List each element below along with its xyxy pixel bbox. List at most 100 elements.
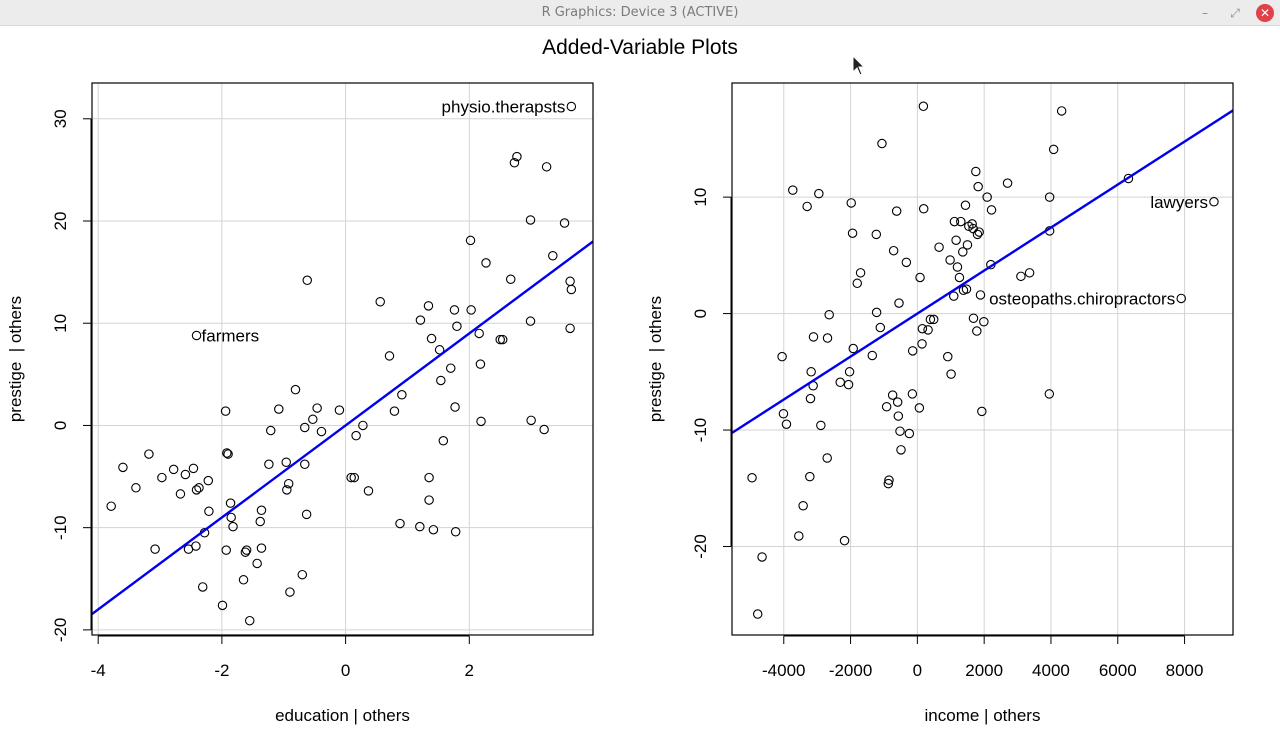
data-point [901, 257, 912, 268]
y-axis-title: prestige | others [646, 296, 665, 422]
data-point [191, 541, 201, 551]
x-tick-label: -4000 [762, 661, 805, 680]
data-point [474, 328, 484, 339]
data-point [395, 518, 405, 529]
data-point [548, 251, 558, 261]
data-point [481, 258, 491, 268]
data-point [867, 350, 878, 361]
data-point [434, 345, 445, 355]
data-point [778, 408, 789, 419]
data-point [822, 453, 832, 463]
data-point [946, 369, 956, 379]
data-point [975, 290, 986, 300]
point-label: farmers [202, 326, 260, 345]
data-point [943, 351, 953, 362]
data-point [956, 216, 966, 227]
data-point [883, 478, 894, 489]
data-point [285, 587, 295, 597]
data-point [891, 206, 902, 216]
data-point [191, 485, 202, 495]
data-point [1056, 106, 1067, 116]
data-point [928, 314, 939, 325]
data-point [290, 384, 301, 395]
data-point [986, 205, 997, 215]
data-point [241, 545, 252, 555]
data-point [476, 416, 486, 427]
data-point [452, 321, 462, 332]
data-point [972, 229, 983, 240]
data-point [907, 389, 918, 399]
data-point [798, 500, 808, 511]
data-point [1044, 192, 1055, 202]
data-point [848, 343, 858, 354]
data-point [438, 436, 449, 446]
data-point [255, 516, 265, 527]
minimize-button[interactable]: – [1202, 6, 1208, 20]
x-axis-title: education | others [275, 706, 410, 725]
data-point [150, 544, 160, 554]
data-point [875, 322, 886, 333]
data-point [952, 262, 963, 272]
data-point [497, 334, 508, 345]
data-point [757, 552, 767, 562]
data-point [375, 297, 385, 307]
data-point [979, 316, 989, 327]
data-point [220, 406, 231, 416]
data-point [426, 333, 437, 344]
data-point [896, 445, 906, 455]
data-point [223, 449, 233, 459]
data-point [180, 469, 191, 480]
data-point [565, 276, 575, 287]
data-point [893, 411, 904, 421]
regression-line [732, 109, 1233, 434]
y-tick-label: -10 [691, 418, 710, 443]
data-point [221, 545, 231, 555]
y-tick-label: 0 [691, 309, 710, 318]
regression-line [92, 240, 593, 616]
window-title: R Graphics: Device 3 (ACTIVE) [541, 5, 739, 20]
data-point [144, 449, 154, 459]
data-point [973, 181, 983, 192]
data-point [824, 309, 834, 320]
data-point [949, 216, 960, 227]
data-point [509, 157, 520, 168]
data-point [449, 305, 460, 315]
graphics-device: Added-Variable Plots physio.therapsts far… [6, 36, 1234, 725]
data-point [835, 377, 845, 388]
data-point [1123, 173, 1134, 184]
data-point [423, 301, 434, 311]
data-point [217, 600, 228, 611]
data-point [805, 393, 816, 404]
maximize-button[interactable]: ⤢ [1230, 6, 1240, 20]
data-point [977, 406, 987, 417]
data-point [934, 242, 944, 252]
data-point [907, 346, 918, 356]
data-point [895, 426, 905, 436]
data-point [312, 403, 322, 413]
close-button[interactable]: ✕ [1256, 4, 1274, 22]
data-point [915, 272, 925, 283]
data-point [415, 521, 425, 532]
x-tick-label: 8000 [1166, 661, 1204, 680]
data-point [256, 543, 267, 553]
data-point [802, 201, 812, 212]
data-point [526, 415, 536, 426]
plot-frame [731, 82, 1234, 636]
data-point [971, 166, 981, 177]
y-tick-label: 0 [51, 421, 70, 430]
data-point [466, 305, 476, 315]
data-point [887, 390, 898, 400]
data-point [428, 524, 439, 535]
data-point [445, 363, 456, 373]
data-point [204, 506, 214, 517]
x-tick-label: 6000 [1099, 661, 1137, 680]
data-point [349, 472, 360, 483]
window-titlebar[interactable]: R Graphics: Device 3 (ACTIVE) – ⤢ ✕ [0, 0, 1280, 26]
data-point [565, 323, 575, 334]
data-point [308, 414, 318, 425]
data-point [566, 284, 577, 295]
data-point [871, 307, 882, 318]
data-point [1016, 271, 1026, 282]
data-point [914, 403, 925, 413]
